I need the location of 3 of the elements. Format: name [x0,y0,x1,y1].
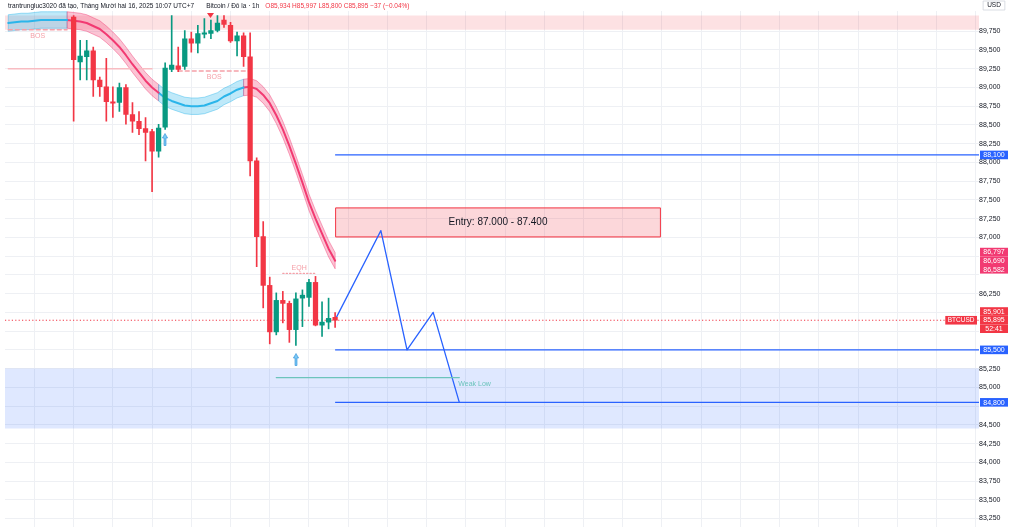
candlestick [175,46,181,73]
candlestick [319,301,325,337]
band-label: Entry: 87.000 - 87.400 [448,216,548,228]
